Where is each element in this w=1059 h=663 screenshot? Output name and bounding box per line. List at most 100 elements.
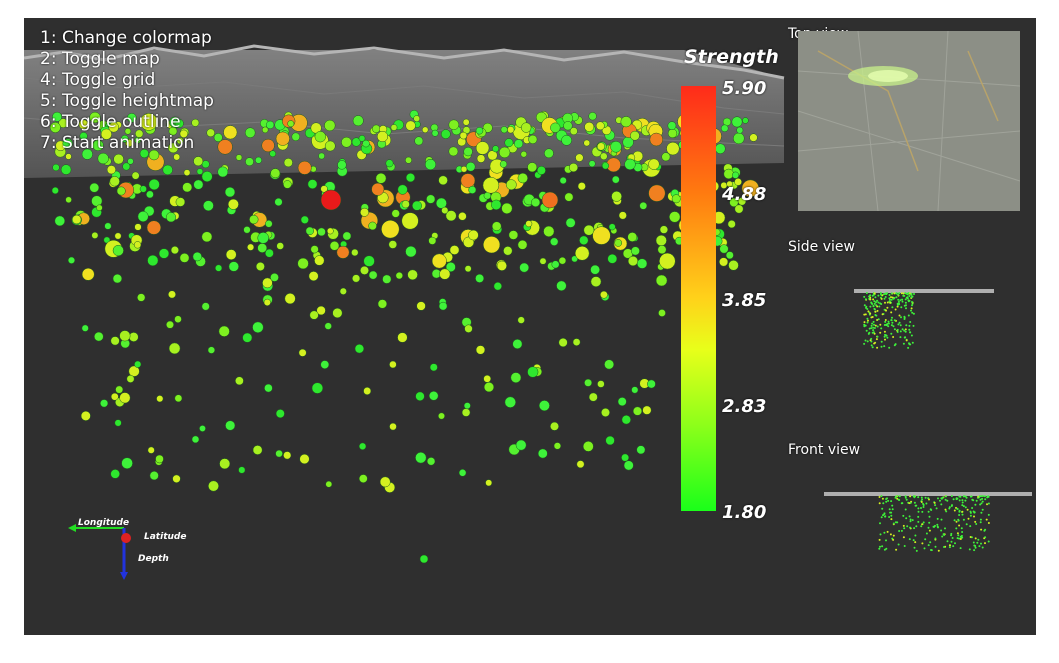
earthquake-sphere — [381, 220, 400, 239]
3d-viewport[interactable]: 1: Change colormap 2: Toggle map 4: Togg… — [24, 18, 1036, 635]
help-item-toggle-heightmap: 5: Toggle heightmap — [40, 91, 214, 111]
minimap-point — [885, 500, 888, 503]
minimap-point — [896, 305, 899, 308]
minimap-point — [878, 502, 881, 505]
earthquake-sphere — [558, 256, 567, 265]
earthquake-sphere — [137, 293, 146, 302]
top-view-minimap[interactable] — [798, 31, 1020, 211]
front-view-label: Front view — [788, 442, 861, 458]
minimap-point — [863, 313, 866, 316]
minimap-point — [953, 509, 956, 512]
earthquake-sphere — [112, 244, 124, 257]
earthquake-sphere — [116, 186, 126, 196]
earthquake-sphere — [265, 220, 273, 228]
minimap-point — [863, 325, 866, 328]
minimap-point — [917, 507, 920, 510]
earthquake-sphere — [283, 451, 292, 460]
earthquake-spheres — [49, 109, 760, 564]
earthquake-sphere — [318, 152, 325, 160]
earthquake-sphere — [287, 120, 295, 128]
minimap-point — [958, 509, 961, 512]
earthquake-sphere — [314, 131, 326, 143]
minimap-point — [928, 529, 931, 532]
earthquake-sphere — [475, 126, 484, 135]
minimap-point — [958, 524, 961, 527]
minimap-point — [925, 502, 928, 505]
earthquake-sphere — [550, 421, 559, 431]
earthquake-sphere — [112, 273, 123, 284]
side-view-minimap[interactable] — [794, 280, 1034, 350]
minimap-point — [891, 508, 894, 511]
minimap-point — [944, 508, 947, 511]
minimap-point — [879, 545, 881, 548]
earthquake-sphere — [648, 158, 660, 170]
earthquake-sphere — [389, 422, 397, 431]
earthquake-sphere — [89, 111, 101, 124]
earthquake-sphere — [49, 122, 61, 133]
earthquake-sphere — [182, 182, 193, 193]
minimap-point — [895, 296, 898, 299]
earthquake-sphere — [431, 253, 447, 269]
earthquake-sphere — [243, 226, 251, 234]
earthquake-sphere — [413, 115, 421, 122]
earthquake-sphere — [601, 408, 610, 417]
minimap-point — [887, 325, 890, 328]
minimap-point — [883, 345, 886, 348]
minimap-point — [893, 292, 896, 295]
earthquake-sphere — [460, 173, 476, 188]
earthquake-sphere — [419, 554, 429, 564]
minimap-point — [968, 548, 971, 551]
minimap-point — [961, 501, 964, 504]
minimap-point — [871, 346, 874, 349]
earthquake-sphere — [368, 270, 378, 280]
minimap-point — [900, 316, 902, 319]
earthquake-sphere — [326, 227, 334, 235]
minimap-point — [874, 310, 877, 313]
minimap-point — [885, 334, 888, 337]
earthquake-sphere — [538, 400, 550, 412]
earthquake-sphere — [110, 392, 119, 401]
earthquake-sphere — [605, 435, 615, 446]
minimap-point — [930, 509, 933, 511]
minimap-point — [885, 547, 888, 550]
minimap-point — [981, 508, 984, 511]
earthquake-sphere — [565, 217, 576, 228]
earthquake-sphere — [449, 245, 460, 255]
earthquake-sphere — [719, 244, 729, 254]
minimap-point — [909, 321, 912, 323]
earthquake-sphere — [527, 366, 539, 378]
minimap-point — [900, 292, 903, 295]
earthquake-sphere — [316, 305, 326, 316]
earthquake-sphere — [559, 176, 567, 185]
minimap-point — [873, 327, 876, 329]
axis-gizmo — [68, 524, 131, 580]
earthquake-sphere — [81, 148, 93, 160]
front-view-minimap[interactable] — [794, 484, 1034, 554]
earthquake-sphere — [360, 207, 369, 217]
earthquake-sphere — [170, 246, 179, 255]
minimap-point — [897, 300, 900, 303]
minimap-point — [986, 495, 989, 498]
minimap-point — [881, 313, 884, 316]
earthquake-sphere — [659, 225, 669, 234]
minimap-point — [887, 499, 890, 502]
earthquake-sphere — [270, 168, 281, 179]
earthquake-sphere — [320, 189, 342, 211]
earthquake-sphere — [731, 171, 740, 179]
minimap-point — [890, 518, 893, 521]
earthquake-sphere — [270, 273, 279, 282]
minimap-point — [901, 298, 904, 301]
earthquake-sphere — [100, 399, 109, 408]
minimap-point — [871, 331, 874, 334]
minimap-point — [884, 320, 887, 323]
earthquake-sphere — [174, 394, 183, 403]
minimap-point — [868, 327, 871, 330]
minimap-point — [971, 507, 974, 509]
earthquake-sphere — [358, 442, 367, 450]
minimap-point — [863, 295, 866, 298]
minimap-point — [873, 332, 876, 335]
minimap-point — [907, 300, 910, 303]
earthquake-sphere — [483, 236, 501, 254]
earthquake-sphere — [324, 322, 332, 330]
earthquake-sphere — [607, 253, 618, 264]
